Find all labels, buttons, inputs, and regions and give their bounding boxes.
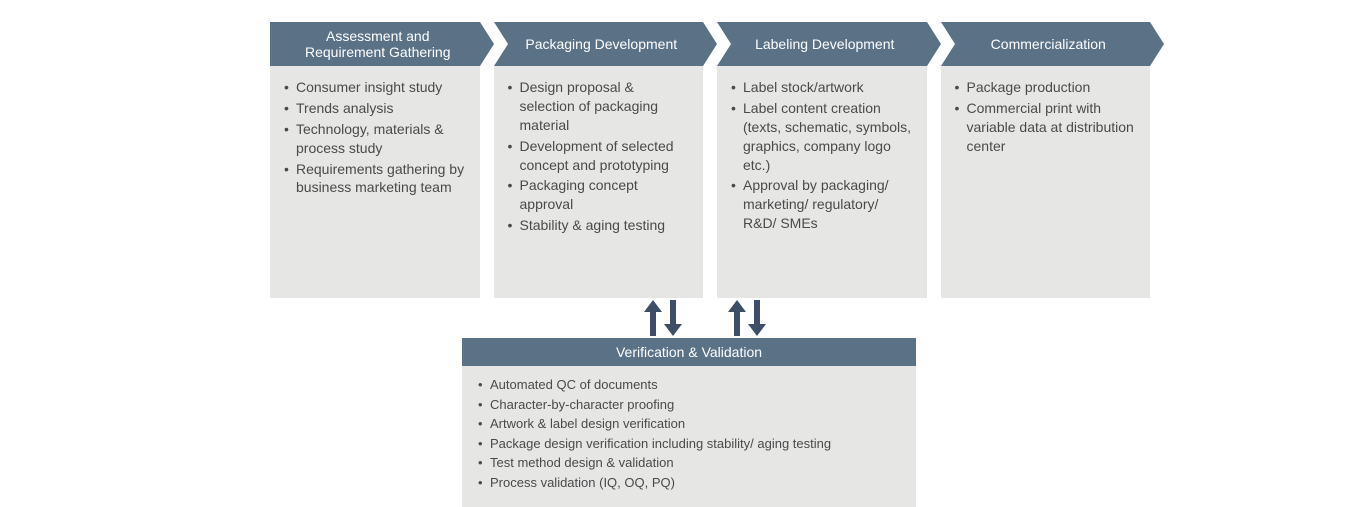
verification-body: Automated QC of documents Character-by-c… — [462, 366, 916, 507]
stage-2-header: Packaging Development — [494, 22, 704, 66]
stage-4-title: Commercialization — [991, 36, 1106, 52]
list-item: Test method design & validation — [478, 454, 900, 472]
list-item: Commercial print with variable data at d… — [955, 99, 1137, 156]
stage-2-body: Design proposal & selection of packaging… — [494, 66, 704, 298]
stage-3-body: Label stock/artwork Label content creati… — [717, 66, 927, 298]
list-item: Trends analysis — [284, 99, 466, 118]
verification-header: Verification & Validation — [462, 338, 916, 366]
bidirectional-arrow-icon — [640, 300, 686, 336]
list-item: Technology, materials & process study — [284, 120, 466, 158]
stage-3: Labeling Development Label stock/artwork… — [717, 22, 927, 298]
stage-4-header: Commercialization — [941, 22, 1151, 66]
list-item: Consumer insight study — [284, 78, 466, 97]
list-item: Character-by-character proofing — [478, 396, 900, 414]
stage-1-title: Assessment and Requirement Gathering — [290, 28, 466, 60]
list-item: Process validation (IQ, OQ, PQ) — [478, 474, 900, 492]
list-item: Requirements gathering by business marke… — [284, 160, 466, 198]
verification-panel: Verification & Validation Automated QC o… — [462, 338, 916, 507]
list-item: Development of selected concept and prot… — [508, 137, 690, 175]
stage-2-title: Packaging Development — [525, 36, 677, 52]
list-item: Artwork & label design verification — [478, 415, 900, 433]
stage-3-header: Labeling Development — [717, 22, 927, 66]
stage-4: Commercialization Package production Com… — [941, 22, 1151, 298]
stage-2: Packaging Development Design proposal & … — [494, 22, 704, 298]
stage-1: Assessment and Requirement Gathering Con… — [270, 22, 480, 298]
stage-4-body: Package production Commercial print with… — [941, 66, 1151, 298]
list-item: Label stock/artwork — [731, 78, 913, 97]
verification-title: Verification & Validation — [616, 344, 762, 360]
bidirectional-arrow-icon — [724, 300, 770, 336]
list-item: Approval by packaging/ marketing/ regula… — [731, 176, 913, 233]
process-diagram: Assessment and Requirement Gathering Con… — [270, 22, 1150, 298]
stage-1-body: Consumer insight study Trends analysis T… — [270, 66, 480, 298]
list-item: Stability & aging testing — [508, 216, 690, 235]
list-item: Label content creation (texts, schematic… — [731, 99, 913, 175]
list-item: Design proposal & selection of packaging… — [508, 78, 690, 135]
stage-row: Assessment and Requirement Gathering Con… — [270, 22, 1150, 298]
list-item: Automated QC of documents — [478, 376, 900, 394]
stage-3-title: Labeling Development — [755, 36, 894, 52]
stage-1-header: Assessment and Requirement Gathering — [270, 22, 480, 66]
list-item: Packaging concept approval — [508, 176, 690, 214]
list-item: Package production — [955, 78, 1137, 97]
list-item: Package design verification including st… — [478, 435, 900, 453]
